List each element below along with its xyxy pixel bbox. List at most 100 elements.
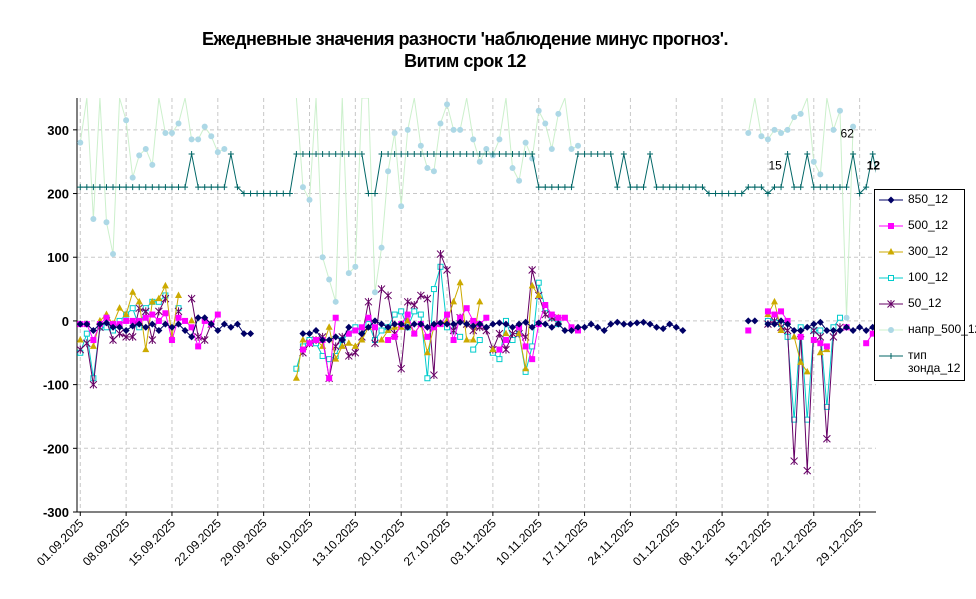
series-1-point: [299, 346, 306, 353]
legend-swatch-point: [887, 196, 895, 204]
series-3-point: [398, 308, 405, 315]
series-0-point: [594, 323, 602, 331]
series-4-point: [122, 332, 130, 341]
series-0-point: [325, 336, 333, 344]
series-0-point: [430, 320, 438, 328]
series-2-point: [423, 348, 431, 356]
series-line: [295, 325, 369, 379]
series-6-point: [149, 184, 156, 191]
y-tick-label: 100: [47, 250, 69, 265]
series-6-point: [77, 184, 84, 191]
series-6-point: [182, 184, 189, 191]
series-6-point: [483, 151, 490, 158]
series-0-point: [247, 330, 255, 338]
legend-label: 850_12: [908, 192, 949, 206]
series-5-point: [791, 114, 798, 121]
series-2-point: [135, 297, 143, 305]
series-4-point: [377, 285, 386, 294]
series-2-point: [790, 332, 798, 340]
series-0-point: [790, 326, 798, 334]
series-6-point: [797, 184, 804, 191]
series-6-point: [522, 151, 529, 158]
series-0-point: [345, 323, 353, 331]
series-5-point: [391, 130, 398, 137]
series-2-point: [175, 291, 183, 298]
series-6-point: [653, 184, 660, 191]
series-5-point: [371, 289, 378, 296]
series-6-point: [339, 151, 346, 158]
series-0-point: [89, 326, 97, 334]
series-2-point: [188, 316, 196, 324]
series-6-point: [869, 151, 876, 158]
series-0-point: [338, 336, 346, 344]
series-0-point: [122, 326, 130, 334]
series-2-point: [129, 288, 137, 295]
series-0-point: [646, 320, 654, 328]
series-1-point: [823, 343, 830, 350]
series-0-point: [332, 333, 340, 341]
series-6-point: [411, 151, 418, 158]
series-2-point: [89, 342, 97, 349]
series-6-point: [647, 151, 654, 158]
series-line: [767, 310, 788, 322]
series-5-point: [149, 161, 156, 168]
series-0-point: [856, 323, 864, 331]
series-4-point: [384, 291, 392, 300]
legend-label: тип зонда_12: [908, 348, 961, 375]
legend-swatch-point: [888, 353, 894, 359]
series-1-point: [555, 314, 562, 321]
series-6-point: [90, 184, 97, 191]
series-1-point: [306, 340, 313, 347]
series-0-point: [626, 320, 634, 328]
series-3-point: [804, 416, 811, 423]
series-0-point: [142, 323, 150, 331]
series-5-point: [77, 139, 84, 146]
series-0-point: [240, 330, 248, 338]
series-6-point: [195, 184, 202, 191]
series-6-point: [103, 184, 110, 191]
series-0-point: [581, 323, 589, 331]
series-6-point: [365, 190, 372, 197]
series-2-point: [338, 342, 346, 349]
series-line: [302, 253, 559, 379]
series-0-point: [135, 320, 143, 328]
series-6-point: [548, 184, 555, 191]
series-1-point: [313, 337, 320, 344]
series-1-point: [496, 346, 503, 353]
chart-title-line1: Ежедневные значения разности 'наблюдение…: [202, 29, 728, 49]
series-0-point: [423, 323, 431, 331]
x-tick-label: 10.11.2025: [493, 516, 545, 568]
series-5-point: [509, 165, 516, 172]
series-line: [295, 98, 579, 302]
series-5-point: [417, 142, 424, 149]
series-0-point: [364, 323, 372, 331]
series-6-point: [142, 184, 149, 191]
series-2-point: [476, 297, 484, 305]
series-6-point: [83, 184, 90, 191]
series-2-point: [463, 336, 471, 343]
series-3-point: [836, 314, 843, 321]
series-0-point: [620, 320, 628, 328]
series-2-point: [404, 316, 412, 324]
series-2-point: [332, 355, 340, 362]
series-6-point: [764, 190, 771, 197]
series-0-point: [358, 330, 366, 338]
series-5-point: [201, 123, 208, 130]
legend-swatch-point: [887, 300, 895, 308]
series-5-point: [483, 145, 490, 152]
series-6-point: [823, 184, 830, 191]
series-2-point: [535, 291, 543, 298]
series-6-point: [476, 151, 483, 158]
series-6-point: [444, 151, 451, 158]
series-0-point: [672, 323, 680, 331]
series-0-point: [148, 320, 156, 328]
series-2-point: [777, 326, 785, 333]
x-tick-label: 03.11.2025: [447, 516, 499, 568]
series-4-point: [790, 457, 798, 466]
x-tick-label: 01.12.2025: [630, 516, 683, 569]
series-1-point: [529, 356, 536, 363]
series-0-point: [640, 318, 648, 326]
series-5-point: [850, 123, 857, 130]
series-2-point: [148, 297, 156, 305]
